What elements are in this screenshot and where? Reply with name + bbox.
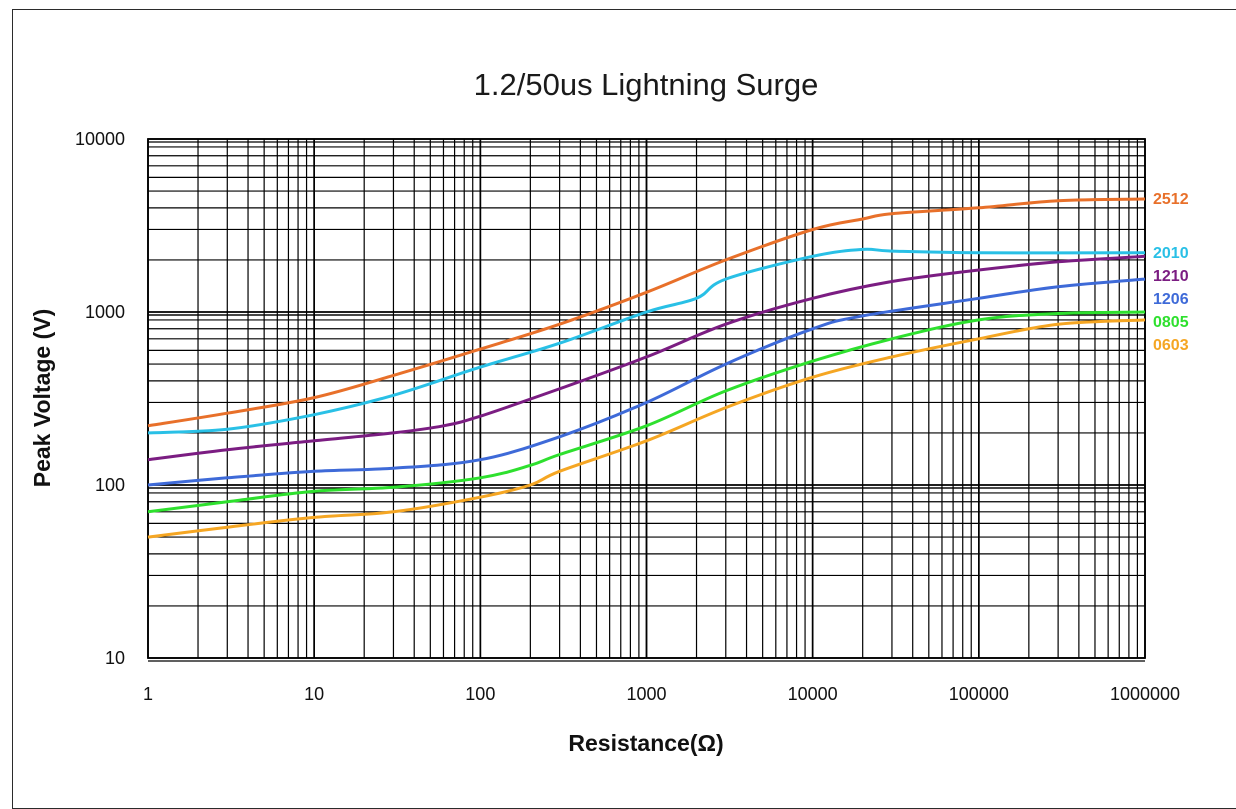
x-tick-label: 10000	[788, 684, 838, 704]
series-label-0603: 0603	[1153, 337, 1189, 354]
series-label-2512: 2512	[1153, 191, 1189, 208]
y-tick-label: 1000	[85, 302, 125, 322]
y-tick-label: 100	[95, 475, 125, 495]
y-axis-label: Peak Voltage (V)	[29, 309, 55, 488]
x-tick-label: 1	[143, 684, 153, 704]
x-tick-label: 100	[465, 684, 495, 704]
chart-title: 1.2/50us Lightning Surge	[474, 67, 819, 102]
series-label-1210: 1210	[1153, 268, 1189, 285]
y-tick-label: 10	[105, 648, 125, 668]
series-line-0805	[147, 310, 1146, 514]
x-tick-label: 1000000	[1110, 684, 1180, 704]
chart-svg: 1.2/50us Lightning Surge 1 10 100 1000 10000…	[29, 67, 1189, 756]
x-tick-label: 100000	[949, 684, 1009, 704]
series-line-2010	[147, 247, 1146, 435]
plot-border	[147, 138, 1146, 659]
x-axis-label: Resistance(Ω)	[568, 730, 723, 756]
x-tick-label: 1000	[626, 684, 666, 704]
series-line-1210	[147, 254, 1146, 462]
series-label-1206: 1206	[1153, 291, 1189, 308]
series-line-0603	[147, 318, 1146, 539]
series-line-1206	[147, 277, 1146, 487]
x-tick-label: 10	[304, 684, 324, 704]
tick-labels: 1 10 100 1000 10000 100000 1000000 10 100 1000 100…	[75, 129, 1180, 704]
series-lines	[147, 197, 1146, 539]
series-label-0805: 0805	[1153, 314, 1189, 331]
y-tick-label: 10000	[75, 129, 125, 149]
series-labels: 2512 2010 1210 1206 0805 0603	[1153, 191, 1189, 354]
series-label-2010: 2010	[1153, 245, 1189, 262]
series-line-2512	[147, 197, 1146, 428]
